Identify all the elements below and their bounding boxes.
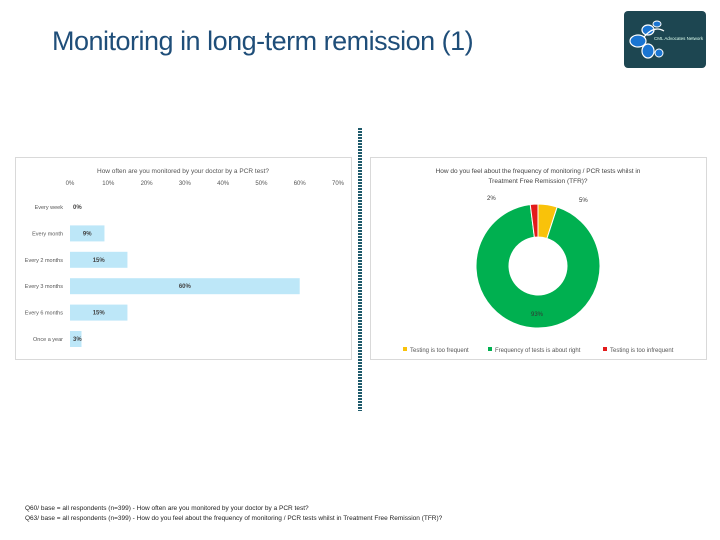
bar — [70, 304, 128, 321]
cells-logo-icon — [629, 20, 665, 59]
chart-title: How often are you monitored by your doct… — [97, 168, 269, 175]
x-tick-label: 0% — [66, 181, 75, 187]
page-title: Monitoring in long-term remission (1) — [52, 26, 474, 56]
data-label: 93% — [531, 312, 544, 318]
data-label: 5% — [579, 198, 588, 204]
x-tick-label: 20% — [141, 181, 154, 187]
category-label: Every 6 months — [25, 311, 63, 317]
category-label: Every 3 months — [25, 284, 63, 290]
chart-title: How do you feel about the frequency of m… — [436, 168, 641, 175]
donut-slice — [529, 203, 539, 238]
bar — [70, 331, 82, 347]
bar-chart: How often are you monitored by your doct… — [25, 168, 345, 347]
legend-label: Testing is too infrequent — [610, 348, 674, 354]
x-tick-label: 70% — [332, 181, 345, 187]
category-label: Every month — [32, 231, 63, 237]
legend-swatch — [603, 347, 607, 351]
logo-text: CML Advocates Network — [654, 36, 704, 41]
data-label: 60% — [179, 284, 192, 290]
data-label: 2% — [487, 196, 496, 202]
footnote-q63: Q63/ base = all respondents (n=399) - Ho… — [25, 515, 443, 522]
bar-chart-panel: How often are you monitored by your doct… — [15, 157, 352, 360]
legend-label: Testing is too frequent — [410, 348, 469, 354]
category-label: Every week — [35, 205, 64, 211]
data-label: 3% — [73, 337, 82, 343]
x-tick-label: 50% — [255, 181, 268, 187]
bar — [70, 225, 105, 242]
category-label: Once a year — [33, 337, 63, 343]
donut-chart: How do you feel about the frequency of m… — [403, 168, 674, 354]
bar — [70, 251, 128, 268]
footnote-q60: Q60/ base = all respondents (n=399) - Ho… — [25, 505, 309, 512]
donut-slice — [475, 203, 601, 329]
data-label: 9% — [83, 231, 92, 237]
legend-label: Frequency of tests is about right — [495, 348, 581, 354]
x-tick-label: 30% — [179, 181, 192, 187]
logo: CML Advocates Network — [624, 11, 706, 68]
data-label: 0% — [73, 205, 82, 211]
chart-title-line2: Treatment Free Remission (TFR)? — [488, 178, 587, 185]
data-label: 15% — [93, 258, 106, 264]
x-tick-label: 10% — [102, 181, 115, 187]
donut-chart-panel: How do you feel about the frequency of m… — [370, 157, 707, 360]
legend-swatch — [488, 347, 492, 351]
divider — [358, 128, 362, 411]
x-tick-label: 40% — [217, 181, 230, 187]
category-label: Every 2 months — [25, 258, 63, 264]
x-tick-label: 60% — [294, 181, 307, 187]
bar — [70, 278, 300, 295]
data-label: 15% — [93, 311, 106, 317]
legend-swatch — [403, 347, 407, 351]
